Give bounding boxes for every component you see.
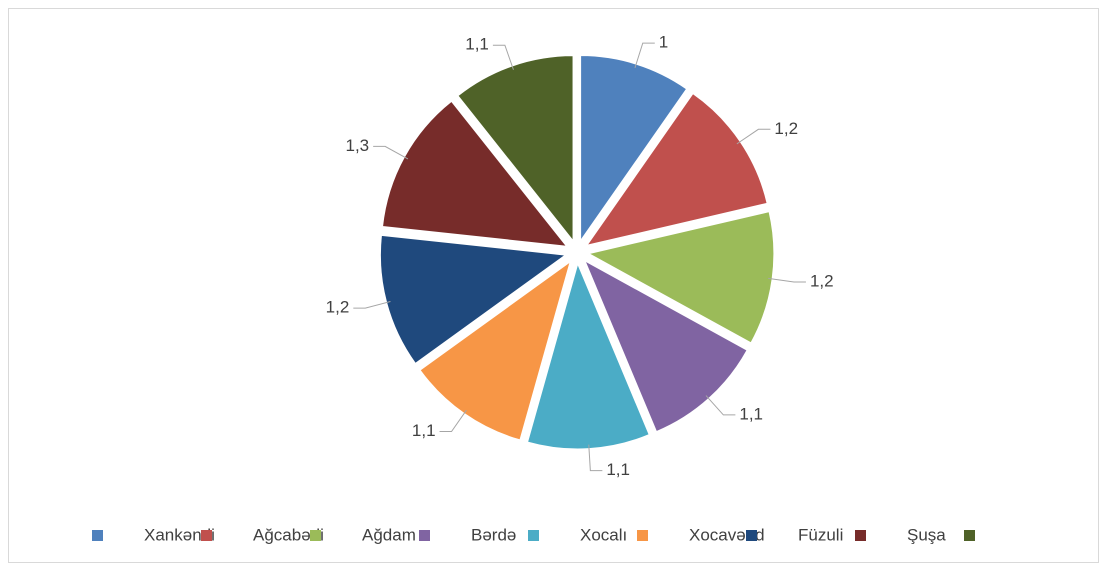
data-label: 1,2	[810, 271, 834, 290]
data-label: 1,1	[412, 421, 436, 440]
legend-marker	[855, 530, 866, 541]
legend-label: Ağcabədi	[253, 525, 324, 544]
legend-label: Xocalı	[580, 525, 627, 544]
data-label: 1,3	[346, 136, 370, 155]
legend-marker	[964, 530, 975, 541]
leader-line	[736, 128, 771, 145]
legend-marker	[528, 530, 539, 541]
legend-label: Xocavənd	[689, 525, 765, 544]
legend-marker	[419, 530, 430, 541]
leader-line	[705, 395, 736, 416]
legend-label: Füzuli	[798, 525, 843, 544]
leader-line	[439, 409, 467, 433]
data-label: 1,1	[465, 35, 489, 54]
legend-label: Ağdam	[362, 525, 416, 544]
legend-label: Bərdə	[471, 525, 516, 544]
data-label: 1,2	[326, 298, 350, 317]
legend-marker	[310, 530, 321, 541]
leader-line	[492, 44, 514, 70]
legend-marker	[637, 530, 648, 541]
data-label: 1,1	[606, 460, 630, 479]
data-label: 1,1	[739, 404, 763, 423]
legend-label: Xankəndi	[144, 525, 215, 544]
leader-line	[373, 145, 409, 160]
leader-line	[768, 277, 806, 283]
leader-line	[588, 444, 603, 472]
data-label: 1	[659, 33, 668, 52]
leader-line	[353, 300, 391, 309]
legend-marker	[746, 530, 757, 541]
legend-marker	[201, 530, 212, 541]
legend-marker	[92, 530, 103, 541]
legend-label: Şuşa	[907, 525, 946, 544]
leader-line	[634, 42, 655, 69]
data-label: 1,2	[774, 119, 798, 138]
